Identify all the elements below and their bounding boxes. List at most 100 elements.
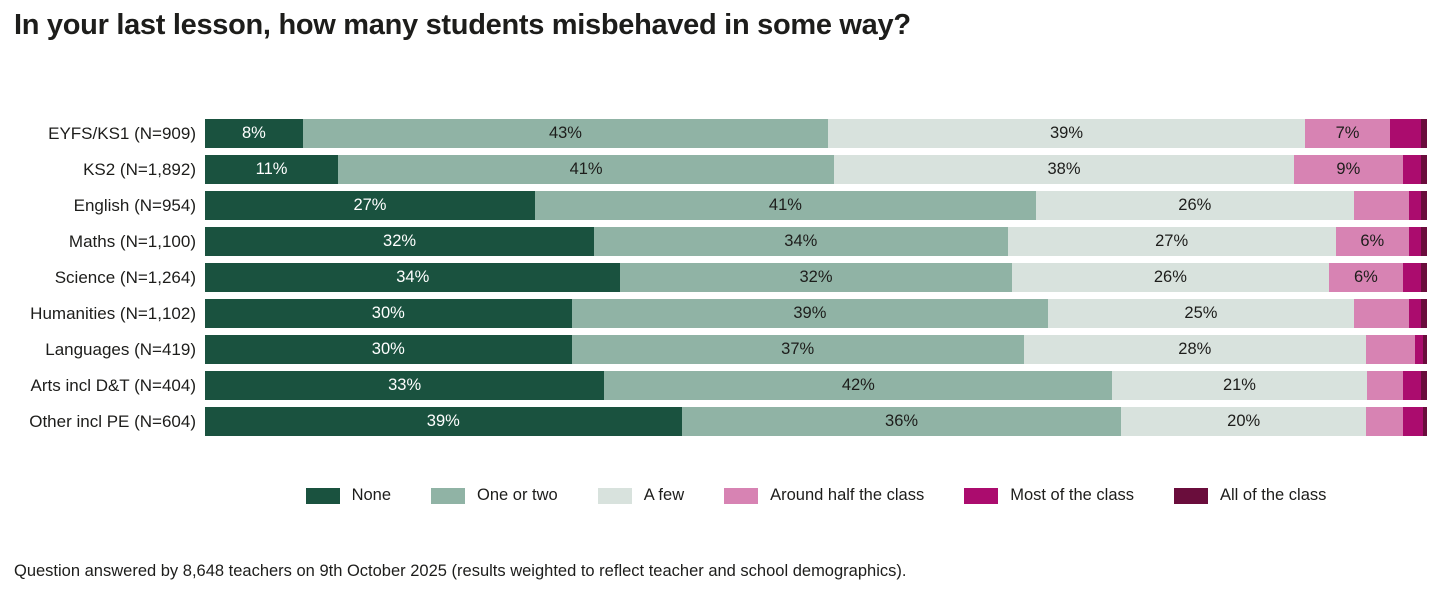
legend-swatch-icon [305, 487, 340, 504]
bar-segment: 37% [571, 335, 1024, 364]
bar-segment [1414, 335, 1424, 364]
bar-segment: 33% [205, 371, 605, 400]
bar-segment [1420, 191, 1427, 220]
stacked-bar: 8% 43% 39% 7% [205, 119, 1427, 148]
bar-segment: 11% [205, 155, 339, 184]
bar-segment: 26% [1011, 263, 1330, 292]
bar-row: Maths (N=1,100) 32% 34% 27% 6% [0, 227, 1440, 256]
bar-segment [1408, 299, 1421, 328]
legend-swatch-icon [1174, 487, 1209, 504]
bar-segment: 39% [571, 299, 1049, 328]
bar-segment [1408, 191, 1421, 220]
category-label: EYFS/KS1 (N=909) [48, 124, 196, 143]
chart-title: In your last lesson, how many students m… [14, 9, 911, 41]
bar-segment [1353, 191, 1409, 220]
bar-segment [1420, 227, 1427, 256]
stacked-bar: 27% 41% 26% [205, 191, 1427, 220]
category-label: Maths (N=1,100) [68, 232, 196, 251]
bar-segment: 38% [834, 155, 1294, 184]
bar-segment: 7% [1304, 119, 1391, 148]
bar-segment: 20% [1121, 407, 1366, 436]
bar-segment: 6% [1335, 227, 1409, 256]
bar-segment: 43% [302, 119, 829, 148]
bar-segment: 8% [205, 119, 303, 148]
bar-row: KS2 (N=1,892) 11% 41% 38% 9% [0, 155, 1440, 184]
category-label: Languages (N=419) [45, 340, 196, 359]
bar-segment [1365, 407, 1403, 436]
stacked-bar: 33% 42% 21% [205, 371, 1427, 400]
bar-segment: 36% [681, 407, 1122, 436]
bar-row: English (N=954) 27% 41% 26% [0, 191, 1440, 220]
bar-segment [1408, 227, 1421, 256]
category-label: Science (N=1,264) [54, 268, 196, 287]
bar-segment: 32% [620, 263, 1012, 292]
bar-row: Languages (N=419) 30% 37% 28% [0, 335, 1440, 364]
category-label: Arts incl D&T (N=404) [30, 376, 196, 395]
legend-item: One or two [431, 486, 558, 505]
bar-segment: 34% [594, 227, 1008, 256]
category-label: Other incl PE (N=604) [29, 412, 196, 431]
bar-segment: 27% [1007, 227, 1336, 256]
bar-segment: 9% [1293, 155, 1403, 184]
stacked-bar: 11% 41% 38% 9% [205, 155, 1427, 184]
bar-segment: 27% [205, 191, 535, 220]
legend-label: Most of the class [1010, 486, 1135, 504]
legend-swatch-icon [431, 487, 466, 504]
category-label: KS2 (N=1,892) [83, 160, 196, 179]
legend-item: A few [597, 486, 685, 505]
bar-segment [1402, 155, 1421, 184]
bar-segment [1420, 155, 1427, 184]
stacked-bar: 30% 37% 28% [205, 335, 1427, 364]
bar-row: Other incl PE (N=604) 39% 36% 20% [0, 407, 1440, 436]
category-label: Humanities (N=1,102) [30, 304, 196, 323]
legend-item: Most of the class [964, 486, 1134, 505]
bar-row: Science (N=1,264) 34% 32% 26% 6% [0, 263, 1440, 292]
bar-segment: 32% [205, 227, 595, 256]
bar-segment: 39% [205, 407, 682, 436]
bar-segment [1420, 371, 1427, 400]
legend-label: None [351, 486, 392, 504]
legend-label: One or two [477, 486, 558, 504]
bar-row: EYFS/KS1 (N=909) 8% 43% 39% 7% [0, 119, 1440, 148]
legend-label: Around half the class [770, 486, 925, 504]
stacked-bar: 39% 36% 20% [205, 407, 1427, 436]
stacked-bar: 30% 39% 25% [205, 299, 1427, 328]
bar-segment [1365, 335, 1415, 364]
bar-segment: 34% [205, 263, 621, 292]
legend-label: All of the class [1220, 486, 1327, 504]
bar-segment: 41% [534, 191, 1036, 220]
bar-segment: 30% [205, 335, 572, 364]
stacked-bar-chart: EYFS/KS1 (N=909) 8% 43% 39% 7% KS2 (N=1,892) 1… [0, 119, 1440, 436]
bar-segment: 41% [338, 155, 835, 184]
bar-segment: 28% [1023, 335, 1366, 364]
bar-segment: 30% [205, 299, 572, 328]
chart-footnote: Question answered by 8,648 teachers on 9… [14, 562, 907, 580]
bar-segment [1402, 371, 1421, 400]
bar-segment [1390, 119, 1421, 148]
chart-legend: None One or two A few Around half the class… [205, 486, 1427, 505]
bar-segment: 25% [1048, 299, 1354, 328]
bar-segment: 21% [1112, 371, 1367, 400]
legend-swatch-icon [724, 487, 759, 504]
bar-segment [1420, 119, 1427, 148]
bar-segment [1420, 299, 1427, 328]
category-label: English (N=954) [73, 196, 196, 215]
legend-swatch-icon [964, 487, 999, 504]
bar-row: Arts incl D&T (N=404) 33% 42% 21% [0, 371, 1440, 400]
legend-swatch-icon [597, 487, 632, 504]
legend-label: A few [643, 486, 685, 504]
bar-segment [1366, 371, 1403, 400]
bar-segment [1353, 299, 1409, 328]
bar-segment [1402, 407, 1424, 436]
bar-segment [1423, 335, 1427, 364]
legend-item: None [305, 486, 392, 505]
bar-segment [1423, 407, 1427, 436]
bar-segment: 6% [1329, 263, 1403, 292]
bar-segment [1420, 263, 1427, 292]
legend-item: Around half the class [724, 486, 924, 505]
stacked-bar: 34% 32% 26% 6% [205, 263, 1427, 292]
stacked-bar: 32% 34% 27% 6% [205, 227, 1427, 256]
legend-item: All of the class [1174, 486, 1326, 505]
bar-segment: 42% [604, 371, 1113, 400]
bar-row: Humanities (N=1,102) 30% 39% 25% [0, 299, 1440, 328]
